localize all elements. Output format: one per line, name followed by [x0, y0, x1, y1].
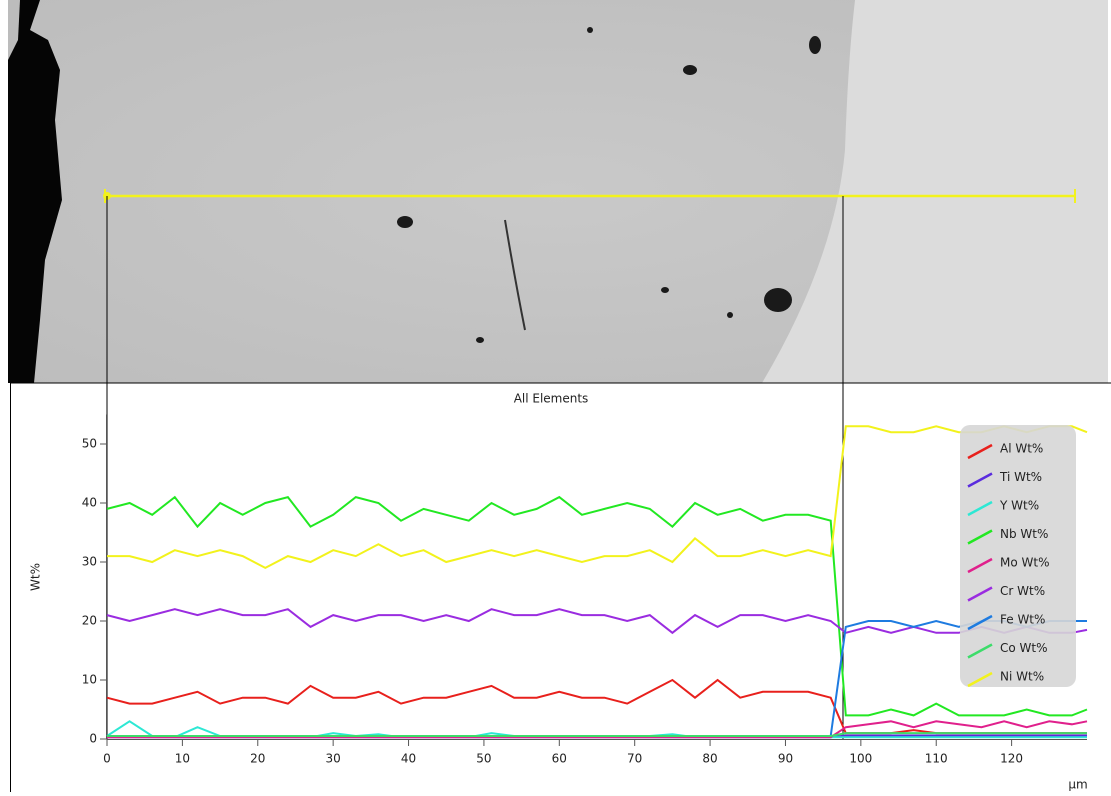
y-tick-label: 50: [82, 437, 97, 451]
legend-swatch: [967, 671, 993, 688]
legend-swatch: [967, 472, 993, 488]
x-tick-label: 10: [175, 752, 190, 766]
x-tick-label: 110: [925, 752, 948, 766]
legend-swatch: [967, 529, 993, 545]
x-tick-label: 40: [401, 752, 416, 766]
legend-label: Cr Wt%: [1000, 584, 1045, 598]
x-tick-label: 20: [250, 752, 265, 766]
x-tick-label: 80: [702, 752, 717, 766]
x-tick-label: 0: [103, 752, 111, 766]
y-tick-label: 20: [82, 614, 97, 628]
y-tick-label: 0: [89, 732, 97, 746]
legend-label: Nb Wt%: [1000, 527, 1048, 541]
legend-swatch: [967, 614, 993, 631]
legend-label: Y Wt%: [999, 499, 1039, 513]
x-axis-label: µm: [1068, 778, 1087, 792]
x-tick-label: 90: [778, 752, 793, 766]
legend-swatch: [967, 443, 993, 460]
series-line: [107, 425, 1088, 570]
legend-swatch: [967, 500, 993, 517]
x-tick-label: 50: [476, 752, 491, 766]
legend-swatch: [967, 557, 993, 574]
x-tick-label: 120: [1000, 752, 1023, 766]
x-tick-label: 70: [627, 752, 642, 766]
series-line: [106, 495, 1088, 717]
chart-title: All Elements: [514, 392, 589, 406]
x-tick-label: 100: [849, 752, 872, 766]
legend-box: [960, 425, 1076, 687]
legend-label: Ti Wt%: [999, 470, 1042, 484]
legend: Al Wt% Ti Wt% Y Wt% Nb Wt% Mo Wt% Cr Wt% Fe Wt…: [960, 425, 1076, 688]
legend-swatch: [967, 586, 993, 602]
x-tick-label: 30: [326, 752, 341, 766]
y-tick-label: 30: [82, 555, 97, 569]
x-tick-label: 60: [552, 752, 567, 766]
legend-label: Al Wt%: [1000, 442, 1043, 456]
legend-swatch: [967, 643, 993, 659]
legend-label: Mo Wt%: [1000, 556, 1049, 570]
sem-image: [8, 0, 1108, 383]
legend-label: Ni Wt%: [1000, 670, 1044, 684]
series-line: [106, 608, 1088, 635]
series-line: [107, 732, 1087, 737]
y-axis-label: Wt%: [29, 563, 43, 591]
y-tick-label: 10: [82, 673, 97, 687]
y-tick-label: 40: [82, 496, 97, 510]
legend-label: Fe Wt%: [1000, 613, 1045, 627]
series-line: [107, 720, 1088, 739]
legend-label: Co Wt%: [1000, 641, 1048, 655]
